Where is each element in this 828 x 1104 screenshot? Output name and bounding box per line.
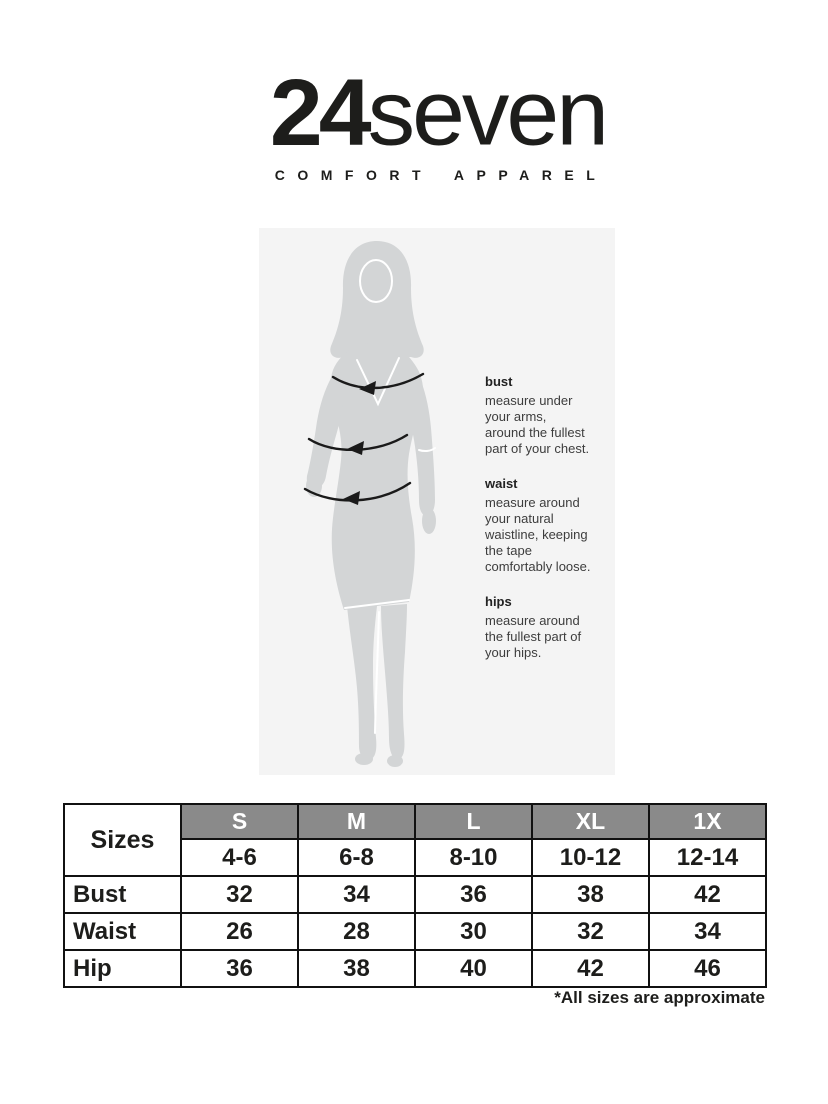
logo-24: 24	[269, 60, 372, 166]
table-header-row: Sizes S M L XL 1X	[63, 803, 767, 877]
guide-text-line: waistline, keeping	[485, 527, 588, 542]
value-cell: 28	[297, 912, 416, 951]
size-range-cell: 10-12	[531, 838, 650, 877]
size-col-header: S	[180, 803, 299, 840]
silhouette-left-foot	[355, 753, 373, 765]
size-col-header: XL	[531, 803, 650, 840]
value-cell: 42	[531, 949, 650, 988]
value-cell: 30	[414, 912, 533, 951]
guide-text-line: measure around	[485, 495, 580, 510]
row-label: Bust	[63, 875, 182, 914]
size-range-row: 4-6 6-8 8-10 10-12 12-14	[64, 838, 767, 877]
value-cell: 32	[531, 912, 650, 951]
size-range-cell: 12-14	[648, 838, 767, 877]
table-row-waist: Waist 26 28 30 32 34	[63, 912, 767, 951]
guide-text-line: part of your chest.	[485, 441, 590, 456]
logo-seven: seven	[367, 61, 610, 165]
silhouette-leg-gap-line	[374, 611, 380, 734]
sizes-approximate-note: *All sizes are approximate	[554, 988, 765, 1007]
value-cell: 42	[648, 875, 767, 914]
value-cell: 36	[180, 949, 299, 988]
value-cell: 38	[297, 949, 416, 988]
sizes-corner-cell: Sizes	[63, 803, 182, 877]
guide-text-line: your arms,	[485, 409, 547, 424]
guide-section-bust: bust measure under your arms, around the…	[485, 374, 610, 457]
size-range-cell: 6-8	[297, 838, 416, 877]
silhouette-right-hand	[422, 508, 436, 534]
guide-text-line: measure around	[485, 613, 580, 628]
silhouette-right-leg	[381, 604, 407, 760]
size-col-header: 1X	[648, 803, 767, 840]
guide-label-hips: hips	[485, 594, 512, 609]
table-row-hip: Hip 36 38 40 42 46	[63, 949, 767, 988]
size-col-header: L	[414, 803, 533, 840]
table-row-bust: Bust 32 34 36 38 42	[63, 875, 767, 914]
guide-text-line: the tape	[485, 543, 532, 558]
value-cell: 40	[414, 949, 533, 988]
measurement-instructions: bust measure under your arms, around the…	[485, 374, 610, 661]
guide-text-line: the fullest part of	[485, 629, 582, 644]
size-range-cell: 8-10	[414, 838, 533, 877]
silhouette-right-arm	[408, 368, 435, 516]
guide-section-hips: hips measure around the fullest part of …	[485, 594, 610, 661]
guide-label-bust: bust	[485, 374, 513, 389]
value-cell: 34	[297, 875, 416, 914]
measurement-guide-panel: bust measure under your arms, around the…	[259, 228, 615, 775]
guide-text-line: your natural	[485, 511, 554, 526]
value-cell: 32	[180, 875, 299, 914]
guide-text-line: around the fullest	[485, 425, 585, 440]
brand-logo-wordmark: 24 seven	[268, 60, 610, 166]
value-cell: 38	[531, 875, 650, 914]
size-col-header: M	[297, 803, 416, 840]
silhouette-hem-line	[344, 599, 410, 609]
row-label: Waist	[63, 912, 182, 951]
silhouette-right-foot	[387, 755, 403, 767]
silhouette-vneck-line	[356, 357, 400, 407]
silhouette-left-leg	[347, 606, 377, 760]
value-cell: 34	[648, 912, 767, 951]
silhouette-left-arm	[306, 366, 344, 490]
guide-text-line: comfortably loose.	[485, 559, 591, 574]
value-cell: 46	[648, 949, 767, 988]
silhouette-sleeve-line	[418, 447, 436, 453]
female-silhouette-illustration	[303, 241, 436, 767]
silhouette-torso	[330, 343, 424, 610]
guide-text-line: measure under	[485, 393, 573, 408]
row-label: Hip	[63, 949, 182, 988]
value-cell: 36	[414, 875, 533, 914]
size-table: Sizes S M L XL 1X 4-6 6-8 8-10 10-12 12-…	[63, 803, 767, 988]
guide-label-waist: waist	[485, 476, 518, 491]
brand-logo: 24 seven COMFORT APPAREL	[268, 60, 610, 184]
waist-measure-arrow	[307, 433, 409, 455]
size-range-cell: 4-6	[180, 838, 299, 877]
brand-tagline: COMFORT APPAREL	[274, 167, 608, 183]
guide-section-waist: waist measure around your natural waistl…	[485, 476, 610, 575]
guide-text-line: your hips.	[485, 645, 542, 660]
bust-measure-arrow	[331, 372, 425, 395]
value-cell: 26	[180, 912, 299, 951]
hips-measure-arrow	[303, 481, 412, 505]
silhouette-face	[359, 259, 393, 303]
